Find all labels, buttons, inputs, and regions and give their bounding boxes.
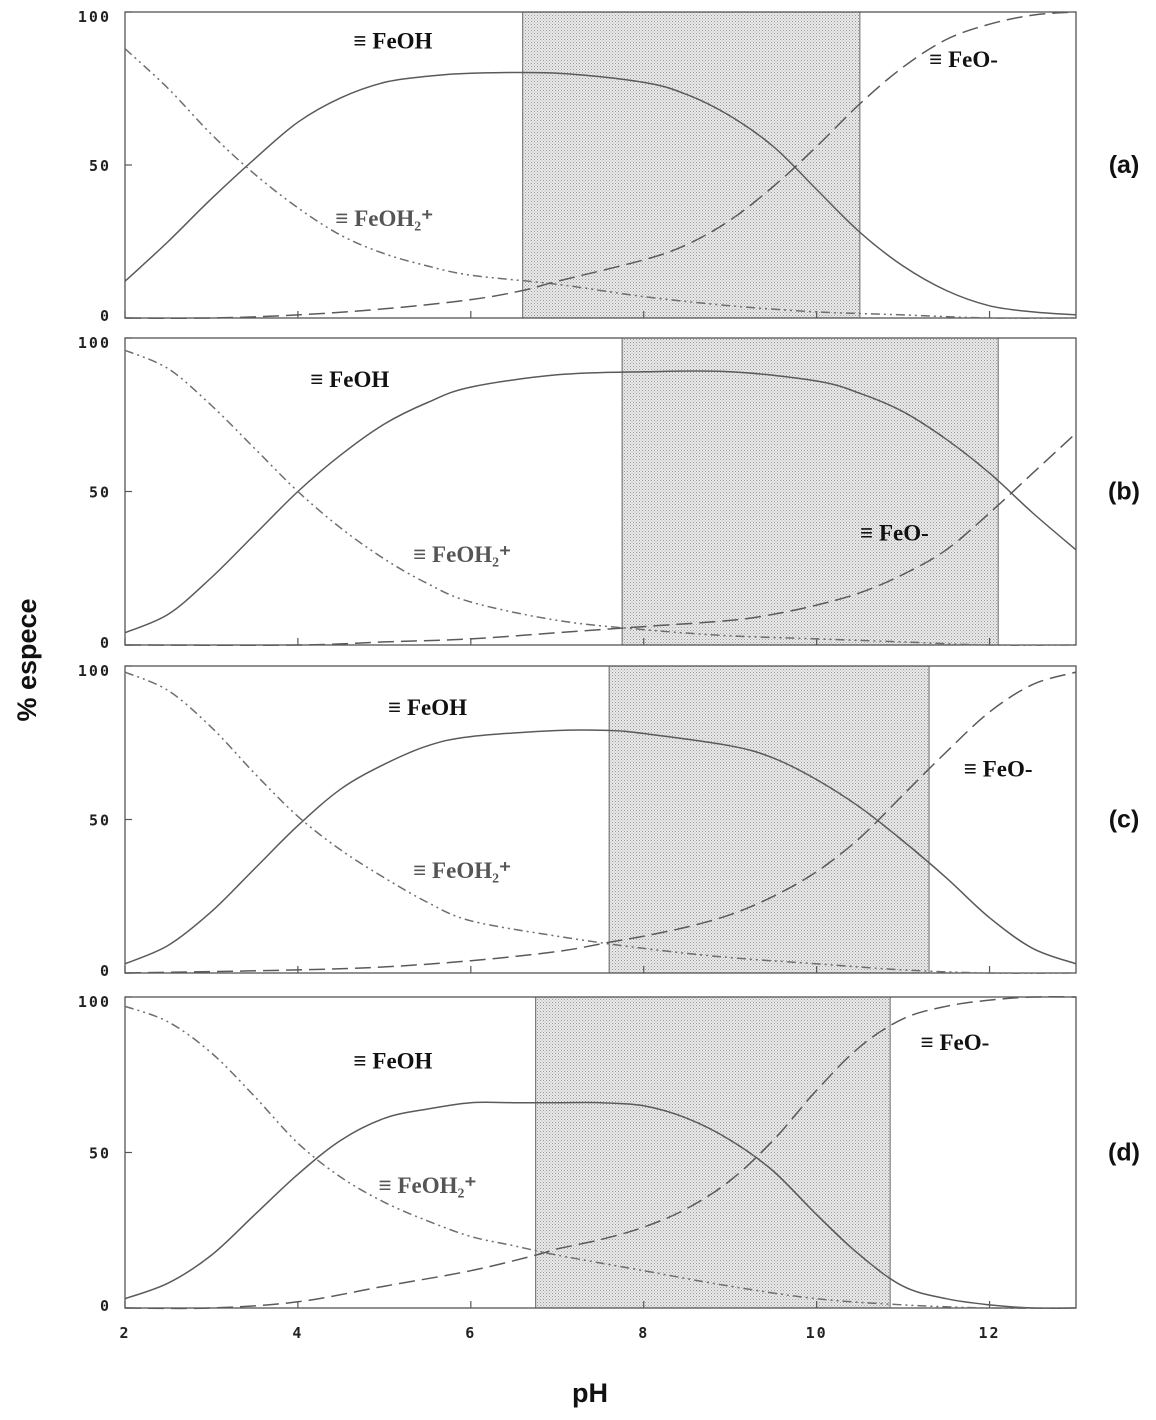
- x-tick-label: 8: [638, 1324, 649, 1342]
- x-tick-label: 4: [292, 1324, 303, 1342]
- y-tick-label: 100: [78, 662, 111, 680]
- x-tick-label: 6: [465, 1324, 476, 1342]
- series-line: [124, 1005, 1077, 1309]
- y-tick-label: 0: [100, 1297, 111, 1315]
- x-tick-label: 2: [119, 1324, 130, 1342]
- y-tick-label: 50: [89, 484, 111, 502]
- species-label: ≡ FeO-: [929, 47, 998, 72]
- panel-label: (b): [1108, 478, 1140, 506]
- y-tick-label: 50: [89, 1145, 111, 1163]
- series-line: [124, 432, 1077, 646]
- x-axis-title: pH: [572, 1378, 608, 1408]
- series-line: [124, 729, 1077, 965]
- panel-c: 0 50 100 ≡ FeOH ≡ FeOH₂⁺ ≡ FeO- (c): [78, 662, 1139, 980]
- y-tick-label: 0: [100, 307, 111, 325]
- species-label: ≡ FeOH₂⁺: [413, 858, 511, 883]
- species-label: ≡ FeO-: [921, 1030, 990, 1055]
- series-line: [124, 1101, 1077, 1309]
- shaded-region: [608, 665, 930, 974]
- species-label: ≡ FeO-: [964, 757, 1033, 782]
- shaded-region: [522, 11, 861, 319]
- y-tick-label: 100: [78, 993, 111, 1011]
- species-label: ≡ FeOH₂⁺: [379, 1173, 477, 1198]
- series-line: [124, 71, 1077, 316]
- y-tick-label: 100: [78, 8, 111, 26]
- y-tick-label: 50: [89, 157, 111, 175]
- series-line: [124, 671, 1077, 974]
- species-label: ≡ FeOH: [388, 695, 467, 720]
- x-tick-label: 10: [806, 1324, 828, 1342]
- panel-a: 0 50 100 ≡ FeOH ≡ FeOH₂⁺ ≡ FeO- (a): [78, 8, 1139, 325]
- species-label: ≡ FeOH: [354, 29, 433, 54]
- series-line: [124, 48, 1077, 319]
- shaded-region: [535, 996, 891, 1309]
- y-tick-label: 100: [78, 334, 111, 352]
- y-tick-label: 50: [89, 812, 111, 830]
- panel-label: (a): [1109, 151, 1140, 179]
- panel-d: 0 50 100 2 4 6 8 10 12 ≡ FeOH ≡ FeOH₂⁺ ≡ FeO- (d): [78, 993, 1140, 1342]
- y-tick-label: 0: [100, 962, 111, 980]
- series-line: [124, 11, 1077, 319]
- panel-label: (d): [1108, 1139, 1140, 1167]
- species-label: ≡ FeOH₂⁺: [413, 542, 511, 567]
- series-line: [124, 996, 1077, 1310]
- x-tick-label: 12: [979, 1324, 1001, 1342]
- shaded-region: [621, 337, 999, 646]
- species-label: ≡ FeOH₂⁺: [335, 206, 433, 231]
- y-tick-label: 0: [100, 634, 111, 652]
- panel-label: (c): [1109, 806, 1140, 834]
- panel-b: 0 50 100 ≡ FeOH ≡ FeOH₂⁺ ≡ FeO- (b): [78, 334, 1140, 652]
- species-label: ≡ FeOH: [310, 367, 389, 392]
- series-line: [124, 349, 1077, 646]
- series-line: [124, 370, 1077, 634]
- species-label: ≡ FeOH: [354, 1049, 433, 1074]
- series-line: [124, 671, 1077, 974]
- species-label: ≡ FeO-: [860, 521, 929, 546]
- y-axis-title: % espece: [12, 598, 42, 721]
- plot-frame: [124, 665, 1077, 974]
